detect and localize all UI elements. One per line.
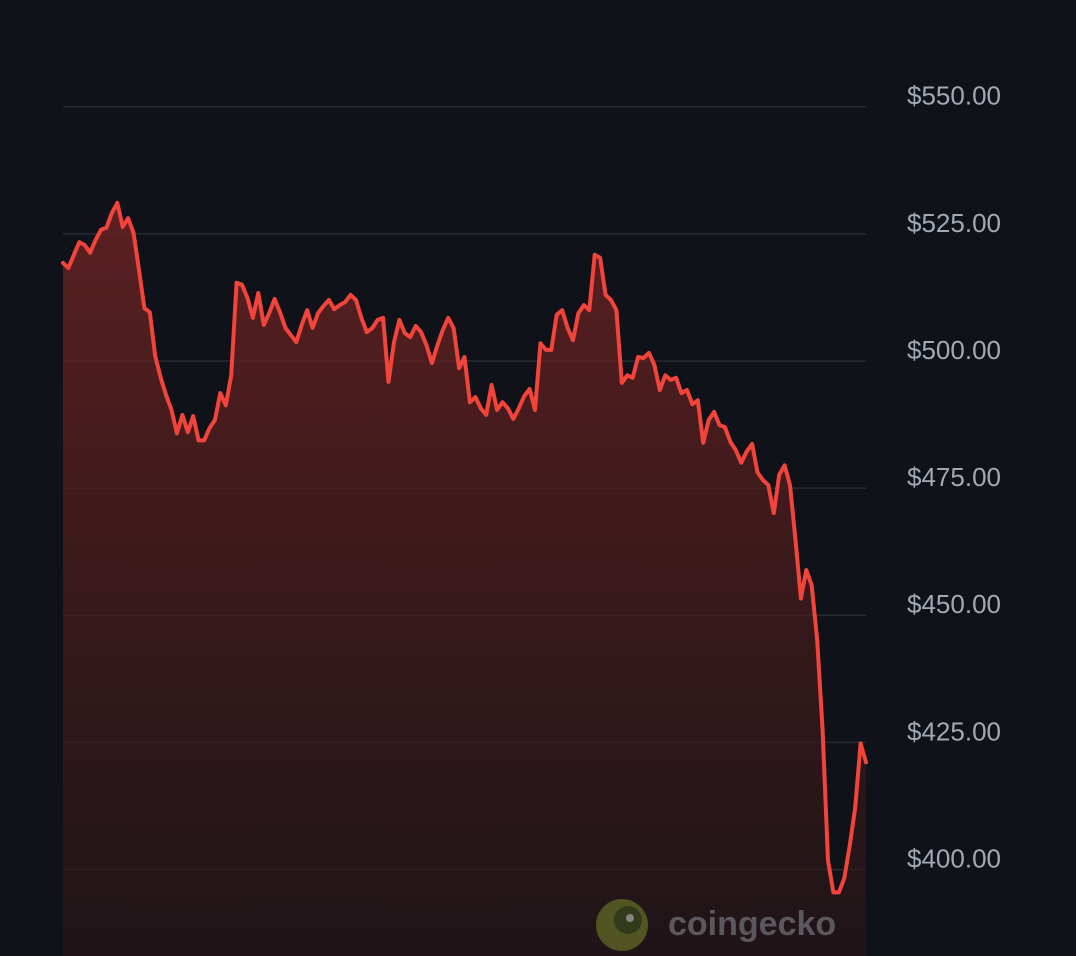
y-tick-label: $500.00 bbox=[907, 335, 1001, 365]
price-line bbox=[61, 200, 868, 895]
y-tick-label: $525.00 bbox=[907, 208, 1001, 238]
watermark: coingecko bbox=[596, 899, 836, 951]
watermark-text: coingecko bbox=[668, 905, 836, 943]
y-tick-label: $425.00 bbox=[907, 716, 1001, 746]
plot bbox=[61, 200, 868, 956]
y-tick-label: $450.00 bbox=[907, 589, 1001, 619]
y-tick-label: $400.00 bbox=[907, 843, 1001, 873]
y-axis: $550.00 $525.00 $500.00 $475.00 $450.00 $425.… bbox=[907, 81, 1001, 874]
area-fill bbox=[63, 202, 866, 956]
y-tick-label: $550.00 bbox=[907, 81, 1001, 111]
y-tick-label: $475.00 bbox=[907, 462, 1001, 492]
logo-pupil bbox=[626, 914, 634, 922]
